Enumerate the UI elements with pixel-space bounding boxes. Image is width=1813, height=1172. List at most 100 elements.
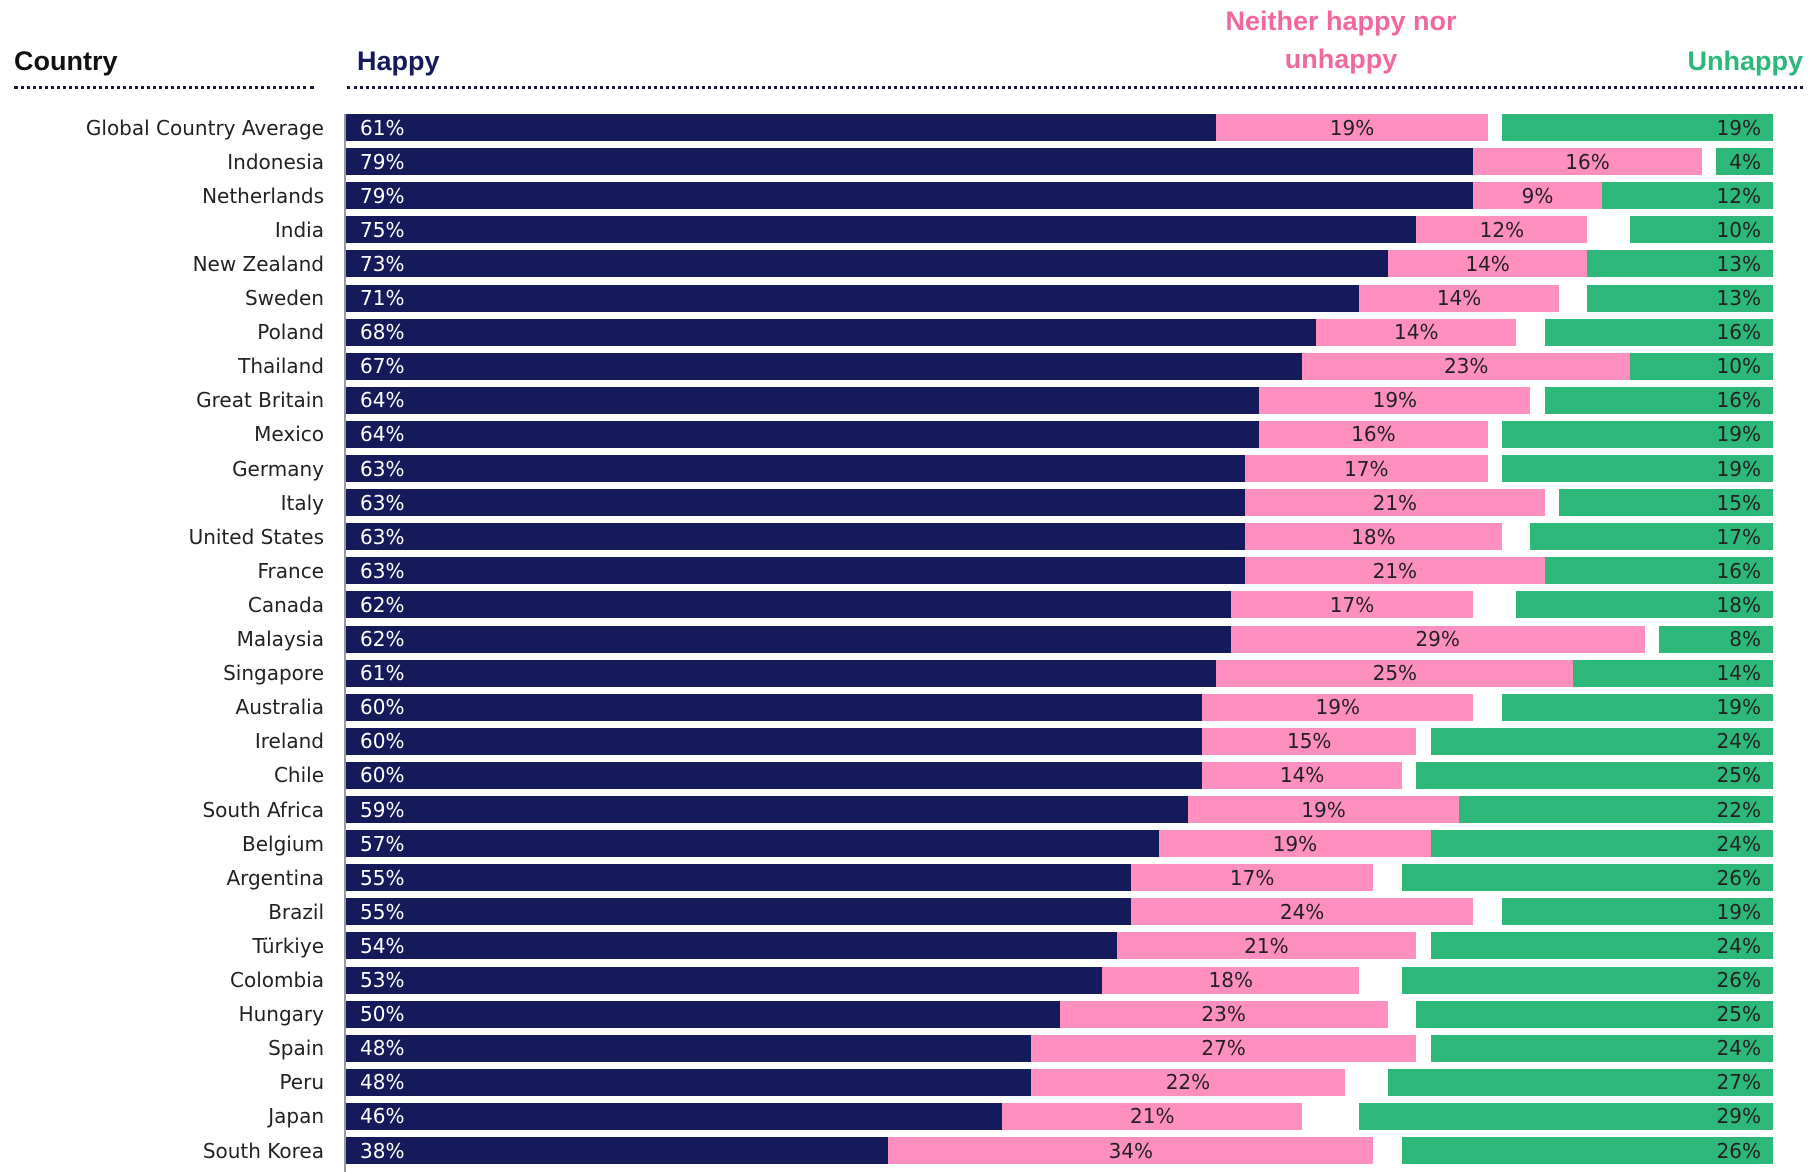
bar-segment bbox=[888, 1137, 1374, 1164]
value-label: 73% bbox=[360, 251, 405, 276]
bar-segment bbox=[1230, 625, 1645, 653]
bar-segment bbox=[346, 864, 1131, 892]
category-label: United States bbox=[188, 524, 324, 549]
bar-segment bbox=[346, 761, 1203, 789]
value-label: 64% bbox=[360, 422, 405, 447]
bar-segment bbox=[346, 318, 1317, 346]
bar-segment bbox=[1202, 727, 1417, 755]
value-label: 15% bbox=[1286, 729, 1332, 754]
value-label: 19% bbox=[1716, 695, 1761, 720]
value-label: 63% bbox=[360, 490, 405, 515]
bar-segment bbox=[1130, 898, 1474, 926]
value-label: 13% bbox=[1716, 286, 1761, 310]
bar-segment bbox=[346, 114, 1217, 141]
value-label: 61% bbox=[360, 115, 405, 140]
value-label: 14% bbox=[1394, 320, 1439, 345]
bar-segment bbox=[1401, 1137, 1773, 1164]
bar-segment bbox=[346, 659, 1217, 687]
category-label: New Zealand bbox=[192, 251, 324, 276]
bar-segment bbox=[1430, 830, 1773, 858]
value-label: 21% bbox=[1372, 558, 1418, 583]
bar-segment bbox=[1473, 182, 1602, 210]
category-label: Belgium bbox=[242, 831, 324, 856]
bar-segment bbox=[346, 591, 1231, 619]
category-label: Mexico bbox=[254, 422, 324, 447]
value-label: 46% bbox=[360, 1104, 405, 1129]
value-label: 9% bbox=[1521, 183, 1554, 208]
bar-segment bbox=[1130, 864, 1374, 892]
bar-segment bbox=[1245, 557, 1545, 585]
bar-segment bbox=[1159, 830, 1431, 858]
value-label: 34% bbox=[1108, 1138, 1154, 1163]
value-label: 62% bbox=[360, 592, 405, 617]
value-label: 19% bbox=[1716, 422, 1761, 447]
value-label: 63% bbox=[360, 456, 405, 481]
bar-segment bbox=[1259, 420, 1488, 448]
value-label: 19% bbox=[1716, 115, 1761, 140]
bar-segment bbox=[1430, 1034, 1773, 1062]
bar-segment bbox=[1416, 761, 1773, 789]
bar-segment bbox=[1059, 1000, 1388, 1028]
value-label: 26% bbox=[1716, 865, 1761, 890]
value-label: 63% bbox=[360, 524, 405, 549]
bar-segment bbox=[1387, 1068, 1773, 1096]
bar-segment bbox=[1416, 216, 1588, 244]
value-label: 24% bbox=[1716, 933, 1761, 958]
value-label: 22% bbox=[1165, 1070, 1211, 1095]
bar-segment bbox=[346, 455, 1245, 482]
bar-segment bbox=[346, 523, 1245, 551]
value-label: 61% bbox=[360, 661, 405, 686]
value-label: 21% bbox=[1372, 490, 1418, 515]
bar-segment bbox=[346, 1068, 1031, 1096]
value-label: 24% bbox=[1716, 831, 1761, 856]
bar-segment bbox=[346, 898, 1131, 926]
bar-segment bbox=[1187, 796, 1460, 823]
bar-segment bbox=[1202, 693, 1474, 721]
category-label: Sweden bbox=[244, 286, 324, 310]
value-label: 12% bbox=[1716, 183, 1761, 208]
bar-segment bbox=[1245, 523, 1502, 551]
value-label: 18% bbox=[1208, 968, 1253, 992]
category-label: Italy bbox=[280, 490, 324, 515]
bar-segment bbox=[1202, 761, 1402, 789]
bar-segment bbox=[1002, 1102, 1303, 1130]
category-label: Canada bbox=[247, 592, 324, 617]
bar-segment bbox=[1216, 114, 1488, 141]
value-label: 14% bbox=[1465, 251, 1510, 276]
value-label: 67% bbox=[360, 354, 405, 379]
value-label: 27% bbox=[1201, 1036, 1246, 1061]
value-label: 55% bbox=[360, 899, 405, 924]
bar-segment bbox=[1501, 898, 1773, 926]
bar-segment bbox=[346, 625, 1231, 653]
category-header: Country bbox=[14, 46, 118, 76]
value-label: 59% bbox=[360, 797, 405, 822]
category-label: Singapore bbox=[223, 661, 324, 686]
bar-segment bbox=[346, 557, 1245, 585]
value-label: 75% bbox=[360, 217, 405, 242]
category-label: Chile bbox=[273, 763, 324, 788]
value-label: 24% bbox=[1279, 899, 1325, 924]
value-label: 16% bbox=[1716, 388, 1761, 413]
bar-segment bbox=[1587, 284, 1773, 312]
value-label: 60% bbox=[360, 763, 405, 788]
bar-segment bbox=[1658, 625, 1773, 653]
value-label: 18% bbox=[1351, 524, 1396, 549]
value-label: 55% bbox=[360, 865, 405, 890]
category-label: Spain bbox=[268, 1036, 324, 1061]
bar-segment bbox=[1459, 796, 1773, 823]
value-label: 17% bbox=[1229, 865, 1275, 890]
value-label: 50% bbox=[360, 1002, 405, 1027]
bar-segment bbox=[346, 386, 1260, 414]
value-label: 48% bbox=[360, 1036, 405, 1061]
bar-segment bbox=[1573, 659, 1773, 687]
bar-segment bbox=[1259, 386, 1531, 414]
bar-segment bbox=[1501, 455, 1773, 482]
bar-segment bbox=[1558, 489, 1773, 517]
value-label: 16% bbox=[1351, 422, 1396, 447]
header-rule bbox=[347, 86, 1803, 89]
value-label: 79% bbox=[360, 149, 405, 174]
value-label: 53% bbox=[360, 968, 405, 992]
bar-segment bbox=[1630, 216, 1773, 244]
value-label: 27% bbox=[1716, 1070, 1761, 1095]
